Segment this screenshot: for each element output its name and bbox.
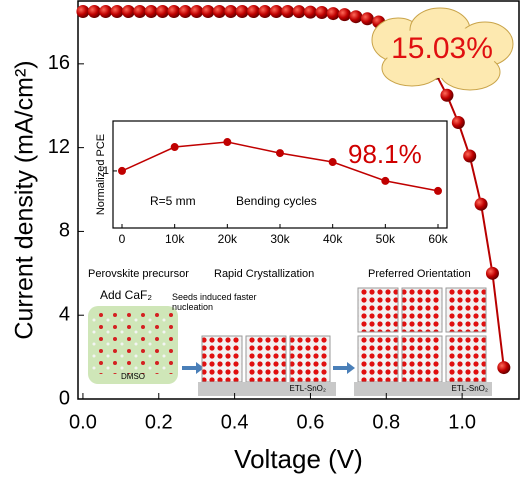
plot-frame: [77, 0, 520, 400]
data-point: [201, 4, 215, 18]
data-point: [315, 6, 329, 20]
crystal: [357, 335, 399, 383]
annotation: 15.03%: [391, 32, 493, 65]
x-tick-label: 1.0: [448, 411, 476, 433]
crystal: [201, 335, 243, 383]
x-axis-label: Bending cycles: [236, 194, 317, 208]
label: DMSO: [121, 372, 145, 381]
y-axis-label: Normalized PCE: [95, 134, 107, 215]
data-point: [485, 266, 499, 280]
x-tick-label: 0: [119, 232, 126, 246]
data-point: [269, 4, 283, 18]
data-point: [338, 8, 352, 22]
data-point: [118, 166, 126, 175]
data-point: [212, 4, 226, 18]
data-point: [144, 4, 158, 18]
substrate: [198, 382, 336, 396]
crystal: [289, 335, 331, 383]
data-point: [121, 4, 135, 18]
data-point: [497, 361, 511, 375]
data-point: [133, 4, 147, 18]
arrow: [333, 362, 355, 374]
crystal: [401, 287, 443, 333]
data-point: [474, 197, 488, 211]
x-tick-label: 0.8: [372, 411, 400, 433]
data-point: [178, 4, 192, 18]
x-tick-label: 10k: [165, 232, 185, 246]
data-point: [156, 4, 170, 18]
y-tick-label: 1: [103, 165, 109, 177]
data-point: [440, 88, 454, 102]
crystal: [401, 335, 443, 383]
data-point: [167, 4, 181, 18]
crystal: [245, 335, 287, 383]
data-point: [223, 138, 232, 147]
label: ETL-SnO₂: [290, 384, 326, 393]
data-point: [303, 5, 317, 19]
x-tick-label: 0.6: [297, 411, 325, 433]
precursor-seeds: [92, 310, 174, 374]
data-point: [360, 12, 374, 26]
label: Preferred Orientation: [368, 268, 471, 280]
data-point: [292, 5, 306, 19]
label: Add CaF₂: [100, 288, 152, 302]
annotation: 98.1%: [348, 139, 422, 169]
x-tick-label: 40k: [323, 232, 343, 246]
y-tick-label: 4: [59, 303, 70, 325]
x-tick-label: 30k: [270, 232, 290, 246]
crystal: [445, 287, 487, 333]
x-axis-label: Voltage (V): [234, 444, 363, 474]
y-axis-label: Current density (mA/cm²): [11, 60, 39, 339]
data-point: [87, 4, 101, 18]
data-point: [258, 4, 272, 18]
data-point: [224, 4, 238, 18]
data-point: [328, 158, 337, 167]
data-point: [463, 149, 477, 163]
crystal: [357, 287, 399, 333]
x-tick-label: 0.4: [221, 411, 249, 433]
data-point: [451, 115, 465, 129]
data-point: [349, 10, 363, 24]
data-point: [281, 4, 295, 18]
arrow: [182, 362, 204, 374]
y-tick-label: 16: [48, 52, 70, 74]
y-tick-label: 12: [48, 136, 70, 158]
data-point: [76, 4, 90, 18]
data-point: [235, 4, 249, 18]
label: Seeds induced faster nucleation: [172, 292, 257, 312]
cloud: [371, 7, 514, 91]
inset-frame: [112, 120, 448, 229]
label: Perovskite precursor: [88, 268, 189, 280]
label: ETL-SnO₂: [452, 384, 488, 393]
data-point: [247, 4, 261, 18]
crystal: [445, 335, 487, 383]
annotation: R=5 mm: [150, 194, 196, 208]
label-box: Seeds induced faster nucleation: [172, 292, 257, 312]
data-point: [276, 149, 284, 158]
x-tick-label: 0.2: [145, 411, 173, 433]
data-point: [190, 4, 204, 18]
label: Rapid Crystallization: [214, 268, 314, 280]
x-tick-label: 0.0: [69, 411, 97, 433]
x-tick-label: 50k: [376, 232, 396, 246]
illustration: Perovskite precursor Add CaF₂ Seeds indu…: [88, 268, 492, 396]
x-tick-label: 60k: [428, 232, 448, 246]
y-tick-label: 0: [59, 387, 70, 409]
y-tick-label: 8: [59, 220, 70, 242]
data-point: [326, 7, 340, 21]
data-point: [170, 143, 179, 152]
data-point: [381, 176, 390, 185]
data-point: [434, 186, 442, 195]
x-tick-label: 20k: [218, 232, 238, 246]
data-point: [110, 4, 124, 18]
data-point: [99, 4, 113, 18]
substrate: [354, 382, 492, 396]
